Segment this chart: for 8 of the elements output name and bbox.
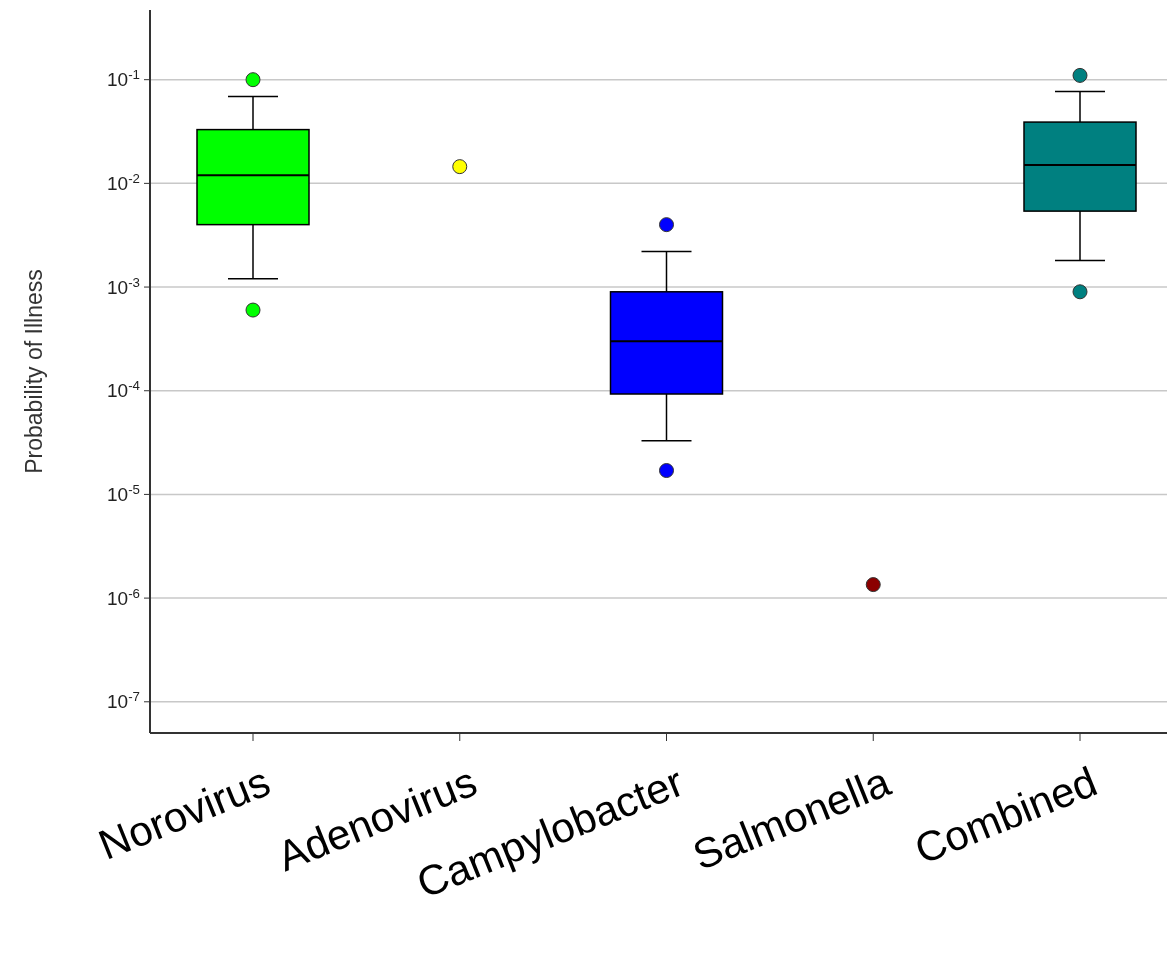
y-axis-title: Probability of Illness <box>21 269 47 474</box>
y-tick-label: 10$^{-1}$ <box>107 66 140 91</box>
y-tick-label: 10$^{-5}$ <box>107 481 140 506</box>
y-tick-label: 10$^{-6}$ <box>107 585 140 609</box>
y-tick-label: 10$^{-3}$ <box>107 274 140 298</box>
y-tick-label: 10$^{-7}$ <box>107 688 140 713</box>
y-tick-label: 10$^{-2}$ <box>107 170 140 195</box>
y-tick-label: 10$^{-4}$ <box>107 377 140 402</box>
